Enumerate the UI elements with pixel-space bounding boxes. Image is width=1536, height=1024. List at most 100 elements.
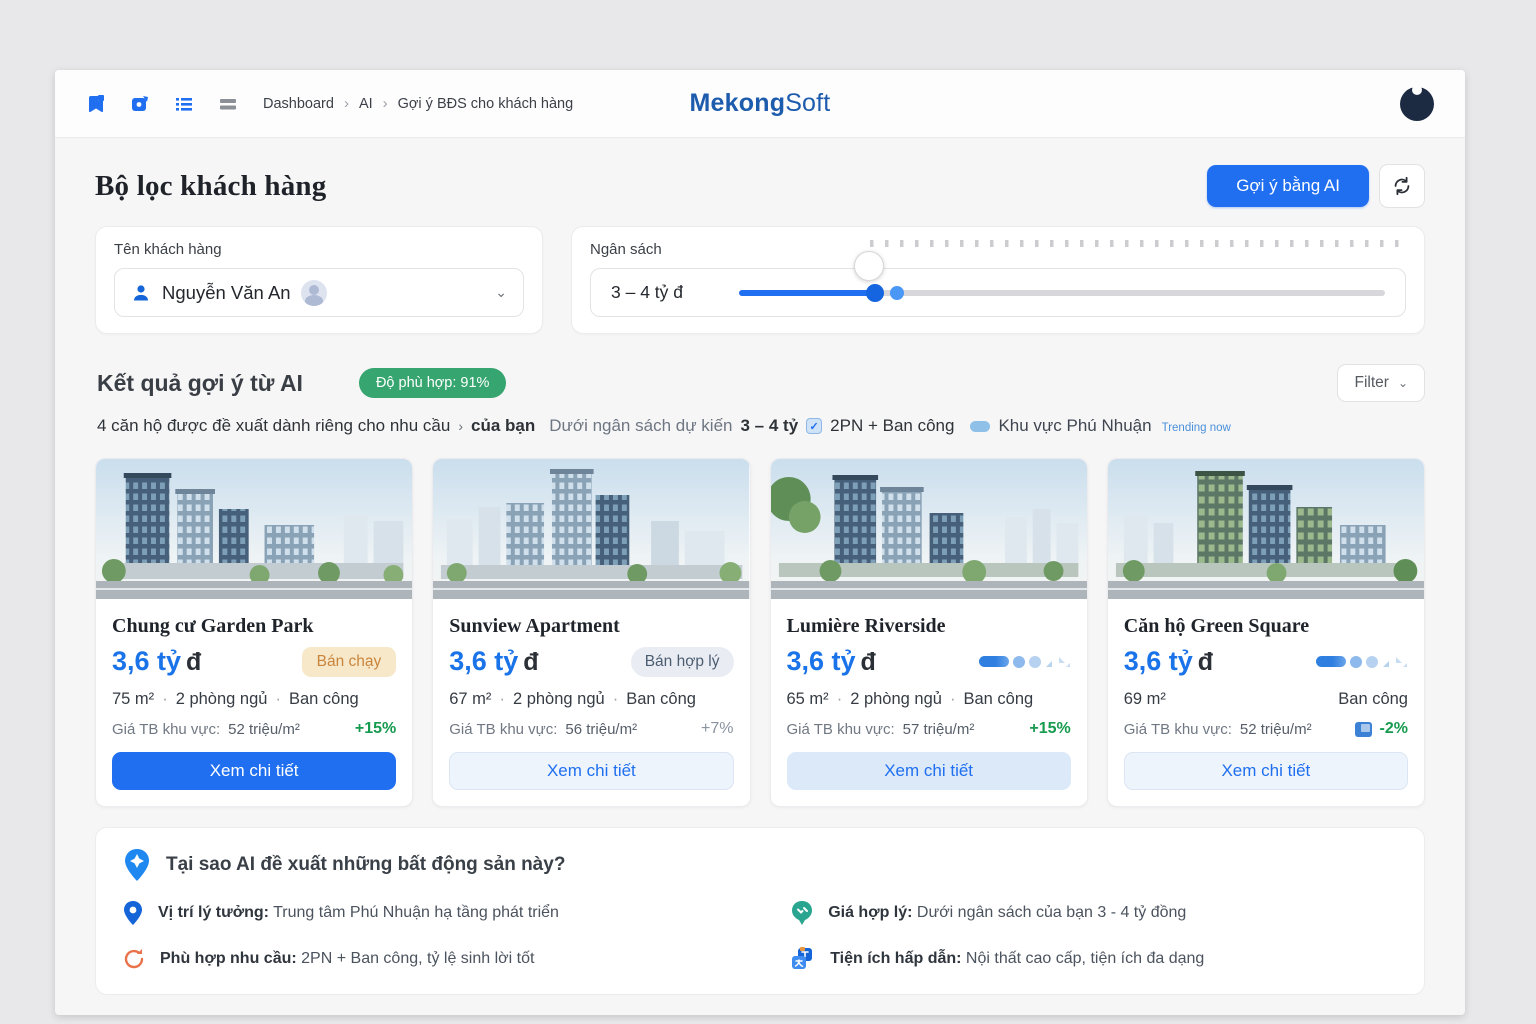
top-navbar: Dashboard › AI › Gợi ý BĐS cho khách hàn… [55,70,1465,138]
property-image [770,459,1087,599]
subtitle-note: Dưới ngân sách dự kiến [549,416,733,435]
customer-mini-avatar [300,279,327,306]
price-check-icon [790,900,814,926]
customer-label: Tên khách hàng [114,241,222,258]
breadcrumb-dashboard[interactable]: Dashboard [263,95,334,112]
avg-price-row: Giá TB khu vực: 52 triệu/m² +15% [112,720,397,738]
property-details: 69 m² Ban công [1124,690,1408,709]
refresh-circle-icon [122,947,146,971]
results-subtitle: 4 căn hộ được đề xuất dành riêng cho nhu… [97,416,1425,436]
ai-explanation-card: Tại sao AI đề xuất những bất động sản nà… [95,827,1425,995]
property-details: 75 m² · 2 phòng ngủ · Ban công [112,690,359,708]
slider-tick-marks [870,240,1408,247]
balcony: Ban công [288,690,359,708]
hot-badge: Bán chạy [301,646,397,677]
chart-icon [1354,721,1372,737]
property-details: 65 m² · 2 phòng ngủ · Ban công [786,690,1034,708]
property-name: Sunview Apartment [449,615,620,637]
area: 69 m² [1123,690,1166,708]
breadcrumb-current: Gợi ý BĐS cho khách hàng [397,95,574,112]
view-details-button[interactable]: Xem chi tiết [786,752,1071,790]
match-score-badge: Độ phù hợp: 91% [358,368,507,398]
bookmark-icon[interactable] [85,93,107,115]
property-name: Chung cư Garden Park [112,615,314,637]
balcony: Ban công [1338,690,1408,708]
area: 67 m² [449,690,492,708]
property-details: 67 m² · 2 phòng ngủ · Ban công [449,690,696,708]
price-delta: +15% [354,720,397,737]
subtitle-budget: 3 – 4 tỷ [740,416,799,435]
list-icon[interactable] [173,93,195,115]
map-pin-compass-icon [122,848,152,882]
property-card: Chung cư Garden Park 3,6 tỷ đ Bán chạy 75… [95,458,414,807]
refresh-button[interactable] [1379,164,1425,208]
budget-value: 3 – 4 tỷ đ [611,282,683,302]
tag-region: Khu vực Phú Nhuận [998,416,1152,435]
area: 65 m² [786,690,829,708]
nav-icons [85,93,239,115]
budget-slider-track[interactable] [739,283,1385,302]
checkbox-checked-icon[interactable]: ✓ [806,418,823,434]
budget-slider-box: 3 – 4 tỷ đ [590,268,1406,317]
property-card: Sunview Apartment 3,6 tỷ đ Bán hợp lý 67 … [432,458,751,807]
results-title: Kết quả gợi ý từ AI [97,369,303,396]
breadcrumb-separator: › [382,95,388,112]
bedrooms: 2 phòng ngủ [175,690,268,708]
tag-rooms: 2PN + Ban công [830,416,955,435]
subtitle-main: 4 căn hộ được đề xuất dành riêng cho nhu… [97,416,451,435]
property-image [96,459,413,599]
reason-location: Vị trí lý tưởng: Trung tâm Phú Nhuận hạ … [122,900,760,926]
property-price: 3,6 tỷ đ [449,646,539,676]
subtitle-bold: của bạn [471,416,536,435]
customer-filter-card: Tên khách hàng Nguyễn Văn An ⌄ [95,226,543,334]
view-details-button[interactable]: Xem chi tiết [449,752,734,790]
price-delta: -2% [1379,720,1408,737]
avg-price-row: Giá TB khu vực: 56 triệu/m² +7% [449,720,734,738]
balcony: Ban công [626,690,696,708]
region-dot-icon [970,420,991,432]
ai-suggest-button[interactable]: Gợi ý bằng AI [1207,165,1369,207]
view-details-button[interactable]: Xem chi tiết [112,752,397,790]
user-avatar[interactable] [1397,84,1437,124]
slider-top-handle[interactable] [854,251,885,281]
property-name: Căn hộ Green Square [1123,615,1310,637]
bedrooms: 2 phòng ngủ [850,690,942,708]
chevron-down-icon: ⌄ [1397,376,1408,390]
slider-handle-max[interactable] [890,285,905,300]
slider-handle-min[interactable] [865,283,884,302]
customer-select[interactable]: Nguyễn Văn An ⌄ [114,268,524,317]
avg-price-row: Giá TB khu vực: 57 triệu/m² +15% [786,720,1071,738]
refresh-icon [1394,176,1410,196]
person-icon [131,283,151,303]
breadcrumb-ai[interactable]: AI [358,95,373,112]
menu-icon[interactable] [217,93,239,115]
budget-filter-card: Ngân sách 3 – 4 tỷ đ [571,226,1425,334]
avg-price-row: Giá TB khu vực: 52 triệu/m² -2% [1123,720,1408,738]
filter-button[interactable]: Filter ⌄ [1337,364,1425,402]
breadcrumb-separator: › [343,95,349,112]
property-name: Lumière Riverside [786,615,946,637]
budget-label: Ngân sách [590,241,662,258]
explanation-title: Tại sao AI đề xuất những bất động sản nà… [166,854,566,875]
reason-price: Giá hợp lý: Dưới ngân sách của bạn 3 - 4… [790,900,1398,926]
price-delta: +7% [701,720,734,737]
amenities-icon [790,946,816,972]
breadcrumb: Dashboard › AI › Gợi ý BĐS cho khách hàn… [263,95,573,112]
subtitle-arrow: › [458,418,464,434]
page-title: Bộ lọc khách hàng [95,169,327,202]
property-card: Lumière Riverside 3,6 tỷ đ 65 m² · 2 phòng… [769,458,1088,807]
trending-label: Trending now [1161,422,1231,434]
property-image [433,459,750,599]
rating-dots-icon [1316,655,1408,668]
balcony: Ban công [963,690,1034,708]
fair-price-badge: Bán hợp lý [630,646,734,677]
customer-value: Nguyễn Văn An [162,281,291,303]
media-icon[interactable] [129,93,151,115]
price-delta: +15% [1029,720,1071,737]
reason-needs: Phù hợp nhu cầu: 2PN + Ban công, tỷ lệ s… [122,946,760,972]
property-image [1107,459,1424,599]
app-logo: MekongSoft [689,89,831,117]
view-details-button[interactable]: Xem chi tiết [1123,752,1408,790]
rating-dots-icon [978,655,1071,668]
chevron-down-icon: ⌄ [495,284,507,300]
